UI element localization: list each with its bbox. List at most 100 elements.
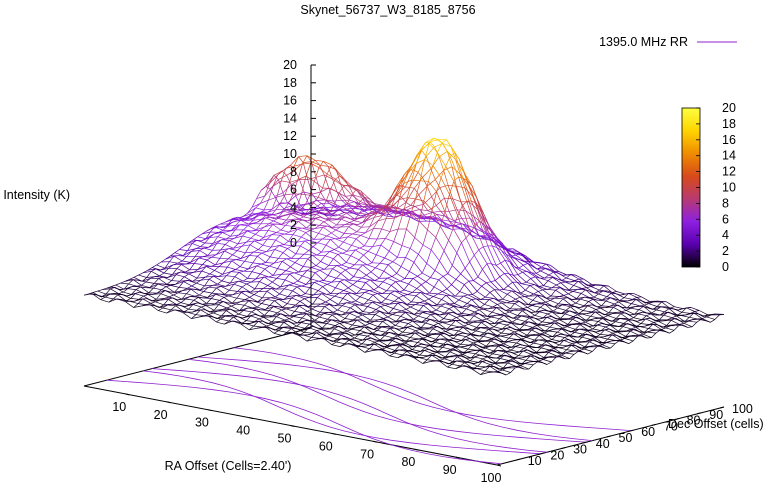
mesh-segment xyxy=(385,328,391,333)
mesh-segment xyxy=(340,184,346,197)
mesh-segment xyxy=(321,293,331,300)
mesh-segment xyxy=(649,322,654,325)
mesh-segment xyxy=(292,206,298,211)
mesh-segment xyxy=(569,289,578,291)
mesh-segment xyxy=(520,344,525,347)
mesh-segment xyxy=(224,250,233,256)
mesh-segment xyxy=(464,261,470,269)
mesh-segment xyxy=(287,208,293,211)
mesh-segment xyxy=(441,351,447,353)
mesh-segment xyxy=(280,313,286,316)
mesh-segment xyxy=(218,304,228,309)
mesh-segment xyxy=(503,314,509,317)
mesh-segment xyxy=(263,316,273,323)
mesh-segment xyxy=(492,304,498,308)
mesh-segment xyxy=(559,287,565,290)
mesh-segment xyxy=(599,312,605,316)
mesh-segment xyxy=(370,341,375,345)
mesh-segment xyxy=(461,237,467,243)
mesh-segment xyxy=(237,286,243,292)
mesh-segment xyxy=(327,268,333,276)
mesh-segment xyxy=(414,237,424,246)
mesh-segment xyxy=(332,268,341,274)
mesh-segment xyxy=(159,272,165,277)
mesh-segment xyxy=(487,234,493,241)
mesh-segment xyxy=(399,319,405,322)
mesh-segment xyxy=(407,349,413,352)
mesh-segment xyxy=(464,284,473,295)
mesh-segment xyxy=(229,283,235,291)
mesh-segment xyxy=(662,319,668,322)
mesh-segment xyxy=(503,315,513,323)
mesh-segment xyxy=(281,308,287,311)
mesh-segment xyxy=(240,255,250,259)
mesh-segment xyxy=(192,309,197,313)
mesh-segment xyxy=(242,213,252,217)
mesh-segment xyxy=(592,324,598,330)
mesh-segment xyxy=(427,210,433,230)
mesh-segment xyxy=(356,326,361,328)
mesh-segment xyxy=(284,193,294,196)
mesh-segment xyxy=(427,165,434,182)
mesh-segment xyxy=(88,292,94,295)
mesh-segment xyxy=(559,344,568,347)
mesh-segment xyxy=(409,271,418,277)
mesh-segment xyxy=(128,283,137,287)
mesh-segment xyxy=(221,280,231,284)
mesh-segment xyxy=(384,303,390,306)
mesh-segment xyxy=(265,297,271,300)
mesh-segment xyxy=(526,281,535,285)
mesh-segment xyxy=(276,229,282,233)
mesh-segment xyxy=(357,314,363,318)
mesh-segment xyxy=(562,298,572,306)
mesh-segment xyxy=(529,342,534,347)
mesh-segment xyxy=(279,234,289,242)
mesh-segment xyxy=(568,291,574,295)
mesh-segment xyxy=(412,349,421,352)
mesh-segment xyxy=(602,297,611,301)
mesh-segment xyxy=(302,270,308,277)
mesh-segment xyxy=(192,236,198,241)
mesh-segment xyxy=(462,332,467,335)
mesh-segment xyxy=(443,340,449,345)
mesh-segment xyxy=(378,207,384,211)
mesh-segment xyxy=(525,340,531,344)
mesh-segment xyxy=(209,309,215,313)
mesh-segment xyxy=(240,323,250,331)
mesh-segment xyxy=(567,297,573,300)
mesh-segment xyxy=(508,273,514,276)
mesh-segment xyxy=(445,156,451,167)
mesh-segment xyxy=(507,293,516,300)
mesh-segment xyxy=(559,295,564,297)
mesh-segment xyxy=(442,276,452,285)
mesh-segment xyxy=(211,287,217,294)
mesh-segment xyxy=(406,228,415,238)
mesh-segment xyxy=(380,210,386,214)
mesh-segment xyxy=(201,230,207,235)
mesh-segment xyxy=(286,258,296,263)
mesh-segment xyxy=(542,317,548,323)
mesh-segment xyxy=(401,308,407,312)
mesh-segment xyxy=(263,285,268,289)
mesh-segment xyxy=(272,312,278,317)
mesh-segment xyxy=(650,313,660,321)
mesh-segment xyxy=(341,302,347,306)
mesh-segment xyxy=(556,282,562,286)
mesh-segment xyxy=(652,306,658,310)
mesh-segment xyxy=(192,304,202,308)
mesh-segment xyxy=(594,289,600,294)
mesh-segment xyxy=(468,342,474,346)
mesh-segment xyxy=(351,188,357,196)
mesh-segment xyxy=(526,271,532,274)
mesh-segment xyxy=(452,265,461,275)
mesh-segment xyxy=(316,199,326,201)
mesh-segment xyxy=(264,265,270,270)
mesh-segment xyxy=(288,283,294,286)
mesh-segment xyxy=(256,303,262,308)
mesh-segment xyxy=(278,211,284,217)
mesh-segment xyxy=(235,219,241,226)
mesh-segment xyxy=(373,210,380,218)
mesh-segment xyxy=(274,196,280,205)
mesh-segment xyxy=(422,312,431,315)
mesh-segment xyxy=(271,288,280,295)
